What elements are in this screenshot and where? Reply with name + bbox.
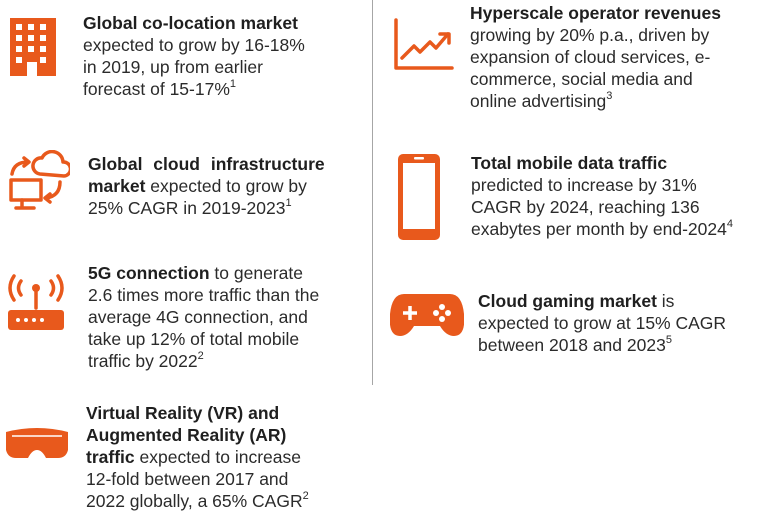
footnote-ref: 1: [229, 78, 237, 91]
stat-line: is: [661, 291, 675, 311]
stat-line: 2.6 times more traffic than the: [88, 285, 320, 305]
stat-line: 12-fold between 2017 and: [86, 469, 289, 489]
stat-title: traffic: [86, 447, 135, 467]
stat-line: commerce, social media and: [470, 69, 693, 89]
stat-line: CAGR by 2024, reaching 136: [471, 197, 700, 217]
footnote-ref: 1: [285, 197, 292, 210]
wifi-router-icon: [8, 274, 64, 330]
stat-line: 25% CAGR in 2019-2023: [88, 198, 286, 218]
stat-line: expected to grow at 15% CAGR: [478, 313, 727, 333]
stat-line: 2022 globally, a 65% CAGR: [86, 491, 303, 511]
stat-title: market: [88, 176, 146, 196]
column-divider: [372, 0, 373, 385]
footnote-ref: 2: [302, 490, 309, 503]
stat-line: expected to grow by: [150, 176, 307, 196]
stat-line: expected to grow by 16-18%: [83, 35, 305, 55]
vr-headset-icon: [6, 428, 68, 458]
stat-line: expected to increase: [139, 447, 302, 467]
stat-title: Global co-location market: [83, 13, 298, 33]
stat-line: forecast of 15-17%: [83, 79, 230, 99]
growth-chart-icon: [394, 18, 454, 70]
footnote-ref: 5: [665, 334, 672, 347]
stat-line: between 2018 and 2023: [478, 335, 666, 355]
stat-line: exabytes per month by end-2024: [471, 219, 727, 239]
stat-line: take up 12% of total mobile: [88, 329, 300, 349]
stat-title: Augmented Reality (AR): [86, 425, 287, 445]
stat-line: growing by 20% p.a., driven by: [470, 25, 710, 45]
stat-title: Global cloud infrastructure: [88, 154, 325, 174]
stat-line: average 4G connection, and: [88, 307, 308, 327]
stat-line: predicted to increase by 31%: [471, 175, 697, 195]
stat-title: Hyperscale operator revenues: [470, 3, 721, 23]
stat-line: online advertising: [470, 91, 607, 111]
stat-line: traffic by 2022: [88, 351, 198, 371]
stat-title: Virtual Reality (VR) and: [86, 403, 280, 423]
footnote-ref: 3: [606, 90, 613, 103]
stat-line: in 2019, up from earlier: [83, 57, 263, 77]
stat-line: expansion of cloud services, e-: [470, 47, 711, 67]
footnote-ref: 2: [197, 350, 204, 363]
gamepad-icon: [390, 294, 464, 336]
stat-title: Total mobile data traffic: [471, 153, 668, 173]
stat-title: Cloud gaming market: [478, 291, 657, 311]
stat-title: 5G connection: [88, 263, 210, 283]
footnote-ref: 4: [726, 218, 733, 231]
cloud-computer-sync-icon: [9, 150, 70, 210]
stat-line: to generate: [214, 263, 303, 283]
office-building-icon: [10, 18, 56, 76]
smartphone-icon: [398, 154, 440, 240]
